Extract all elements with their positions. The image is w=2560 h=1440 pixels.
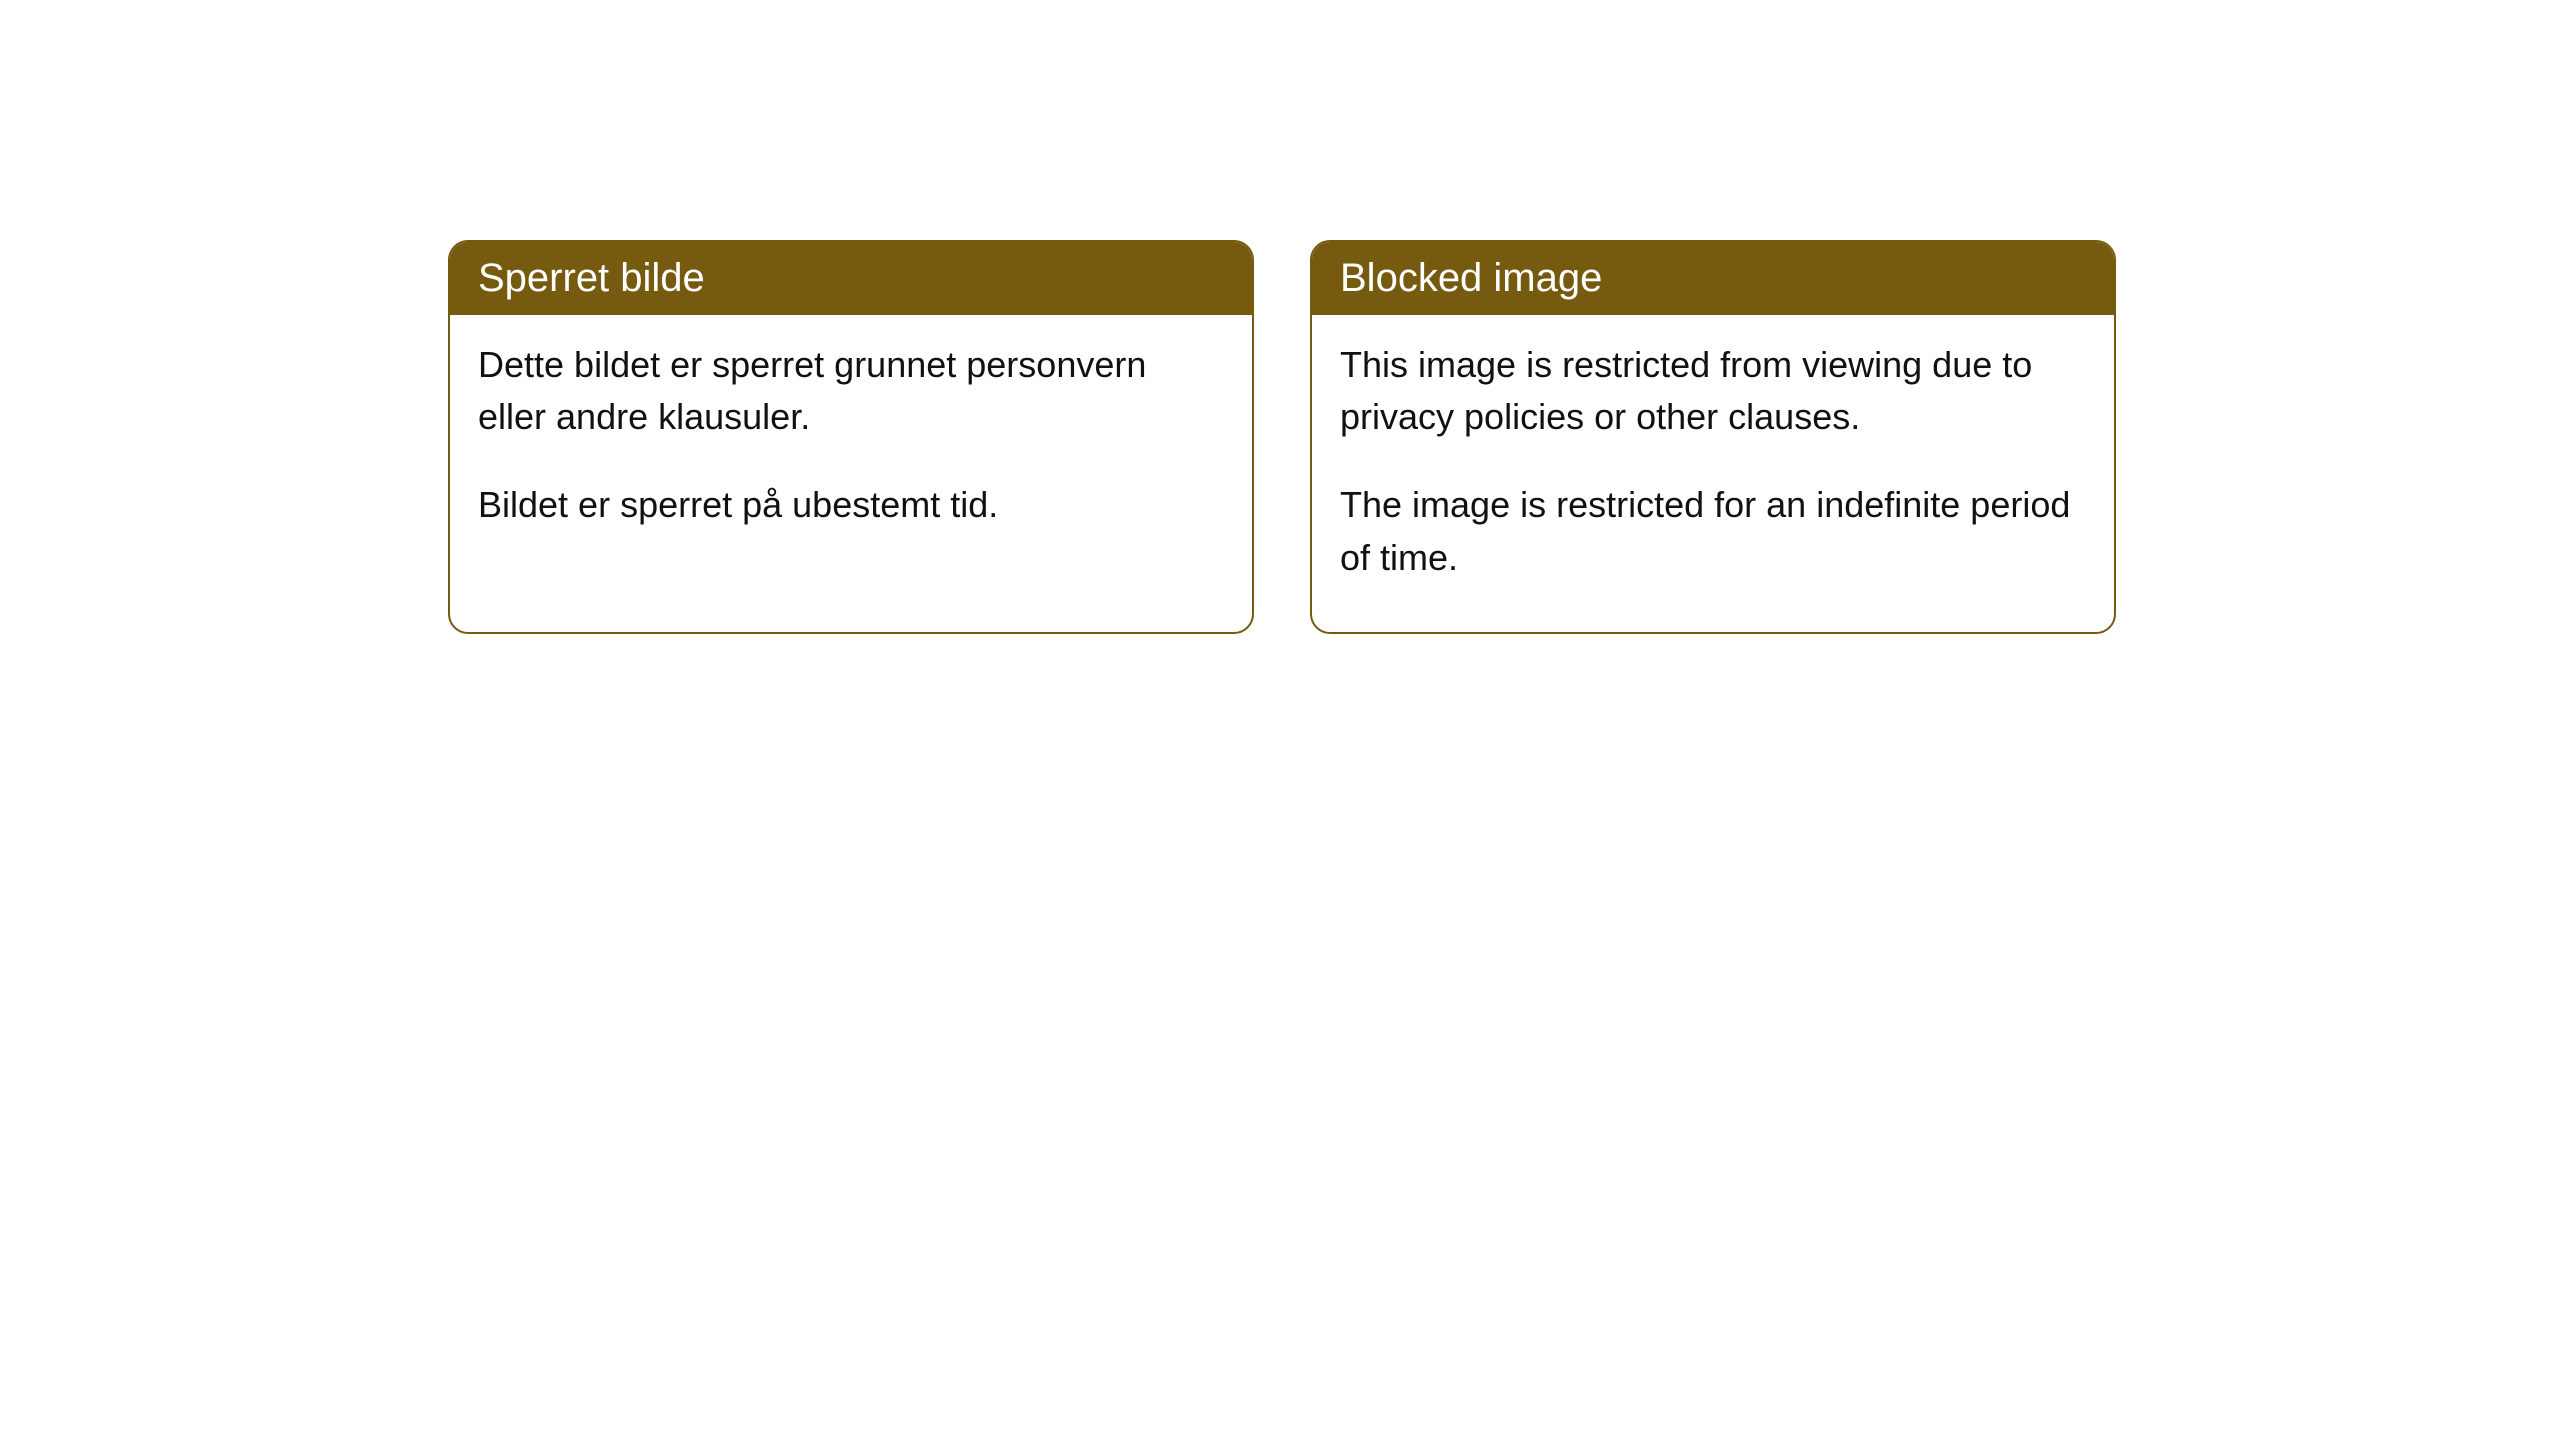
blocked-image-card-norwegian: Sperret bilde Dette bildet er sperret gr…: [448, 240, 1254, 634]
card-paragraph-2-norwegian: Bildet er sperret på ubestemt tid.: [478, 479, 1224, 531]
card-paragraph-1-english: This image is restricted from viewing du…: [1340, 339, 2086, 443]
card-header-norwegian: Sperret bilde: [450, 242, 1252, 315]
notice-container: Sperret bilde Dette bildet er sperret gr…: [448, 240, 2116, 634]
card-paragraph-1-norwegian: Dette bildet er sperret grunnet personve…: [478, 339, 1224, 443]
card-paragraph-2-english: The image is restricted for an indefinit…: [1340, 479, 2086, 583]
card-title-english: Blocked image: [1340, 256, 1602, 300]
card-body-norwegian: Dette bildet er sperret grunnet personve…: [450, 315, 1252, 580]
card-body-english: This image is restricted from viewing du…: [1312, 315, 2114, 632]
blocked-image-card-english: Blocked image This image is restricted f…: [1310, 240, 2116, 634]
card-header-english: Blocked image: [1312, 242, 2114, 315]
card-title-norwegian: Sperret bilde: [478, 256, 705, 300]
